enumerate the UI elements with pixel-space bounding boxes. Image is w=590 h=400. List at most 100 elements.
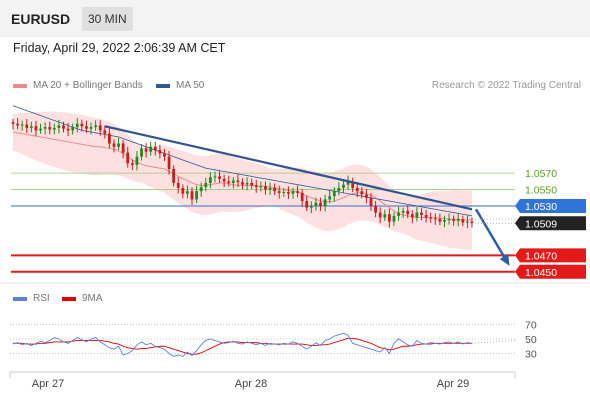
candle-body bbox=[346, 181, 350, 185]
rsi-level-label-30: 30 bbox=[525, 349, 537, 361]
candle-body bbox=[126, 152, 130, 164]
candle-body bbox=[309, 206, 313, 208]
candle-body bbox=[236, 180, 240, 183]
rsi-projection-line bbox=[471, 340, 516, 344]
candle-body bbox=[319, 202, 322, 206]
candle-body bbox=[438, 219, 442, 222]
candle-body bbox=[172, 169, 176, 183]
candle-body bbox=[158, 150, 162, 154]
candle-body bbox=[43, 127, 47, 129]
candle-body bbox=[176, 182, 180, 188]
forecast-arrow-head bbox=[499, 253, 510, 266]
candle-body bbox=[231, 180, 235, 183]
candle-body bbox=[190, 191, 194, 200]
candle-body bbox=[121, 143, 125, 153]
candle-body bbox=[443, 219, 446, 222]
candle-body bbox=[342, 184, 345, 188]
legend-rsi-label: RSI bbox=[33, 293, 50, 304]
candle-body bbox=[424, 215, 428, 218]
timeframe-badge[interactable]: 30 MIN bbox=[82, 7, 133, 31]
candle-body bbox=[112, 143, 116, 147]
candle-body bbox=[466, 221, 469, 223]
candle-body bbox=[181, 187, 185, 194]
candle-body bbox=[208, 177, 212, 183]
candle-body bbox=[186, 191, 189, 194]
candle-body bbox=[167, 156, 171, 169]
candle-body bbox=[94, 125, 98, 128]
candle-body bbox=[392, 215, 396, 222]
candle-body bbox=[323, 199, 327, 206]
candle-body bbox=[332, 191, 336, 197]
candle-body bbox=[415, 212, 419, 218]
candle-body bbox=[140, 148, 143, 157]
candle-body bbox=[254, 185, 258, 188]
candle-body bbox=[62, 125, 65, 129]
candle-body bbox=[296, 191, 299, 193]
candle-body bbox=[259, 186, 263, 188]
candle-body bbox=[314, 202, 318, 206]
candle-body bbox=[410, 214, 414, 218]
candle-body bbox=[85, 126, 88, 129]
price-label-1.0570: 1.0570 bbox=[525, 168, 557, 180]
candle-body bbox=[447, 219, 451, 221]
candle-body bbox=[39, 128, 42, 131]
legend-ma50: MA 50 bbox=[156, 80, 204, 91]
candle-body bbox=[227, 181, 231, 183]
candle-body bbox=[57, 125, 61, 128]
candle-body bbox=[461, 219, 465, 223]
rsi-level-label-50: 50 bbox=[525, 334, 537, 346]
candle-body bbox=[34, 126, 38, 131]
symbol-label: EURUSD bbox=[11, 11, 71, 27]
candle-body bbox=[130, 163, 134, 165]
candle-body bbox=[397, 212, 400, 216]
candle-body bbox=[80, 123, 84, 127]
ma50-swatch bbox=[156, 83, 170, 88]
candle-body bbox=[420, 212, 423, 216]
ma20-swatch bbox=[13, 83, 27, 88]
candle-body bbox=[16, 123, 19, 126]
candle-body bbox=[456, 219, 460, 221]
candle-body bbox=[98, 125, 102, 131]
candle-body bbox=[328, 196, 332, 200]
rsi-swatch bbox=[13, 296, 27, 301]
candle-body bbox=[222, 178, 226, 182]
x-tick-label: Apr 29 bbox=[437, 378, 469, 390]
candle-body bbox=[406, 210, 410, 215]
candle-body bbox=[291, 191, 295, 194]
candle-body bbox=[89, 127, 93, 129]
rsi-level-label-70: 70 bbox=[525, 320, 537, 332]
candle-body bbox=[365, 194, 368, 198]
price-tag-1.0470 bbox=[515, 248, 586, 263]
candle-body bbox=[75, 123, 79, 128]
price-label-1.0530: 1.0530 bbox=[525, 201, 557, 213]
trendline bbox=[104, 125, 473, 211]
candle-body bbox=[11, 122, 15, 124]
candle-body bbox=[287, 192, 290, 194]
legend-9ma: 9MA bbox=[62, 293, 103, 304]
candle-body bbox=[66, 128, 70, 131]
candle-body bbox=[351, 181, 355, 188]
candle-body bbox=[199, 187, 203, 192]
candle-body bbox=[29, 126, 33, 128]
legend-ma50-label: MA 50 bbox=[176, 80, 205, 91]
candle-body bbox=[383, 214, 387, 218]
legend-9ma-label: 9MA bbox=[82, 293, 103, 304]
price-tag-1.0450 bbox=[515, 264, 586, 279]
candle-body bbox=[103, 130, 107, 134]
datetime-label: Friday, April 29, 2022 2:06:39 AM CET bbox=[13, 41, 226, 55]
candle-body bbox=[277, 191, 281, 193]
candle-body bbox=[245, 182, 249, 185]
price-label-1.0509: 1.0509 bbox=[525, 218, 557, 230]
ma50-line bbox=[12, 105, 473, 217]
candle-body bbox=[163, 153, 166, 157]
rsi-ma9-line bbox=[13, 337, 472, 355]
candle-body bbox=[195, 191, 198, 200]
candle-body bbox=[213, 176, 217, 178]
candle-body bbox=[374, 206, 378, 213]
candle-body bbox=[48, 127, 52, 130]
price-tag-1.0530 bbox=[515, 199, 586, 213]
candle-body bbox=[378, 212, 382, 218]
forecast-arrow-shaft bbox=[474, 208, 510, 264]
candle-body bbox=[355, 187, 359, 192]
